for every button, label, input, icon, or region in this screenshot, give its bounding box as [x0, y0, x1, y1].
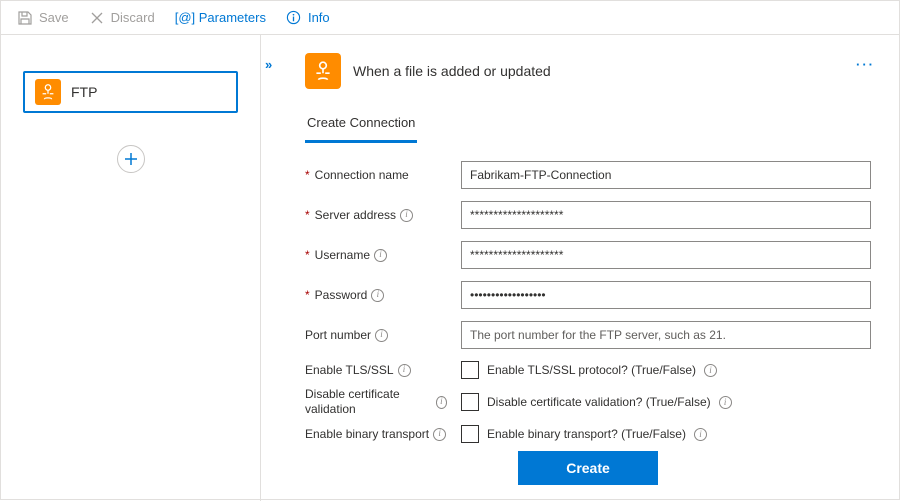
label-password: *Password i [305, 288, 447, 303]
flow-step-label: FTP [71, 84, 97, 100]
flow-step-ftp[interactable]: FTP [23, 71, 238, 113]
password-input[interactable] [461, 281, 871, 309]
binary-option-label: Enable binary transport? (True/False) [487, 427, 686, 441]
cert-checkbox[interactable] [461, 393, 479, 411]
info-button[interactable]: Info [278, 6, 338, 30]
tab-create-connection[interactable]: Create Connection [305, 109, 417, 143]
info-icon[interactable]: i [374, 249, 387, 262]
top-toolbar: Save Discard [@] Parameters Info [1, 1, 899, 35]
discard-icon [89, 10, 105, 26]
cert-option-label: Disable certificate validation? (True/Fa… [487, 395, 711, 409]
info-icon[interactable]: i [398, 364, 411, 377]
connection-name-input[interactable] [461, 161, 871, 189]
username-input[interactable] [461, 241, 871, 269]
add-step-button[interactable] [117, 145, 145, 173]
parameters-button[interactable]: [@] Parameters [167, 6, 274, 29]
ftp-icon [305, 53, 341, 89]
ftp-icon [35, 79, 61, 105]
save-button[interactable]: Save [9, 6, 77, 30]
server-address-input[interactable] [461, 201, 871, 229]
info-icon[interactable]: i [400, 209, 413, 222]
info-icon[interactable]: i [371, 289, 384, 302]
info-icon[interactable]: i [433, 428, 446, 441]
label-cert: Disable certificate validation i [305, 387, 447, 417]
parameters-label: [@] Parameters [175, 10, 266, 25]
info-icon[interactable]: i [375, 329, 388, 342]
config-panel: » ··· When a file is added or updated Cr… [261, 35, 899, 501]
binary-checkbox[interactable] [461, 425, 479, 443]
info-icon [286, 10, 302, 26]
tls-option-label: Enable TLS/SSL protocol? (True/False) [487, 363, 696, 377]
info-icon[interactable]: i [704, 364, 717, 377]
label-connection-name: *Connection name [305, 168, 447, 183]
info-icon[interactable]: i [694, 428, 707, 441]
label-server-address: *Server address i [305, 208, 447, 223]
collapse-panel-button[interactable]: » [265, 57, 272, 72]
create-button[interactable]: Create [518, 451, 658, 485]
panel-tabs: Create Connection [305, 109, 871, 143]
label-tls: Enable TLS/SSL i [305, 363, 447, 378]
panel-more-button[interactable]: ··· [856, 57, 875, 72]
panel-header: When a file is added or updated [305, 53, 871, 89]
label-username: *Username i [305, 248, 447, 263]
label-binary: Enable binary transport i [305, 427, 447, 442]
save-icon [17, 10, 33, 26]
discard-button[interactable]: Discard [81, 6, 163, 30]
port-input[interactable] [461, 321, 871, 349]
label-port: Port number i [305, 328, 447, 343]
create-connection-form: *Connection name *Server address i *User… [305, 161, 871, 485]
save-label: Save [39, 10, 69, 25]
flow-canvas: FTP [1, 35, 261, 501]
tls-checkbox[interactable] [461, 361, 479, 379]
discard-label: Discard [111, 10, 155, 25]
info-icon[interactable]: i [719, 396, 732, 409]
info-label: Info [308, 10, 330, 25]
panel-title: When a file is added or updated [353, 63, 551, 79]
plus-icon [124, 152, 138, 166]
info-icon[interactable]: i [436, 396, 447, 409]
